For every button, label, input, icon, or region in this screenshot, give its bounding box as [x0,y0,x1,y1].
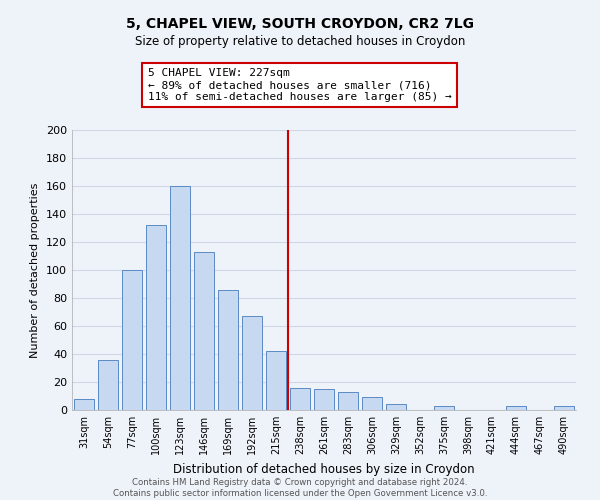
Bar [98,360,118,410]
Bar [554,406,574,410]
Text: 5, CHAPEL VIEW, SOUTH CROYDON, CR2 7LG: 5, CHAPEL VIEW, SOUTH CROYDON, CR2 7LG [126,18,474,32]
Bar [146,225,166,410]
Bar [506,406,526,410]
Bar [362,398,382,410]
Bar [386,404,406,410]
Bar [194,252,214,410]
Bar [434,406,454,410]
Bar [290,388,310,410]
Bar [170,186,190,410]
Bar [314,389,334,410]
Bar [74,399,94,410]
Bar [122,270,142,410]
Bar [242,316,262,410]
Text: Contains HM Land Registry data © Crown copyright and database right 2024.
Contai: Contains HM Land Registry data © Crown c… [113,478,487,498]
Text: Size of property relative to detached houses in Croydon: Size of property relative to detached ho… [135,35,465,48]
Bar [266,351,286,410]
Bar [338,392,358,410]
Text: 5 CHAPEL VIEW: 227sqm
← 89% of detached houses are smaller (716)
11% of semi-det: 5 CHAPEL VIEW: 227sqm ← 89% of detached … [148,68,451,102]
Bar [218,290,238,410]
X-axis label: Distribution of detached houses by size in Croydon: Distribution of detached houses by size … [173,462,475,475]
Y-axis label: Number of detached properties: Number of detached properties [31,182,40,358]
